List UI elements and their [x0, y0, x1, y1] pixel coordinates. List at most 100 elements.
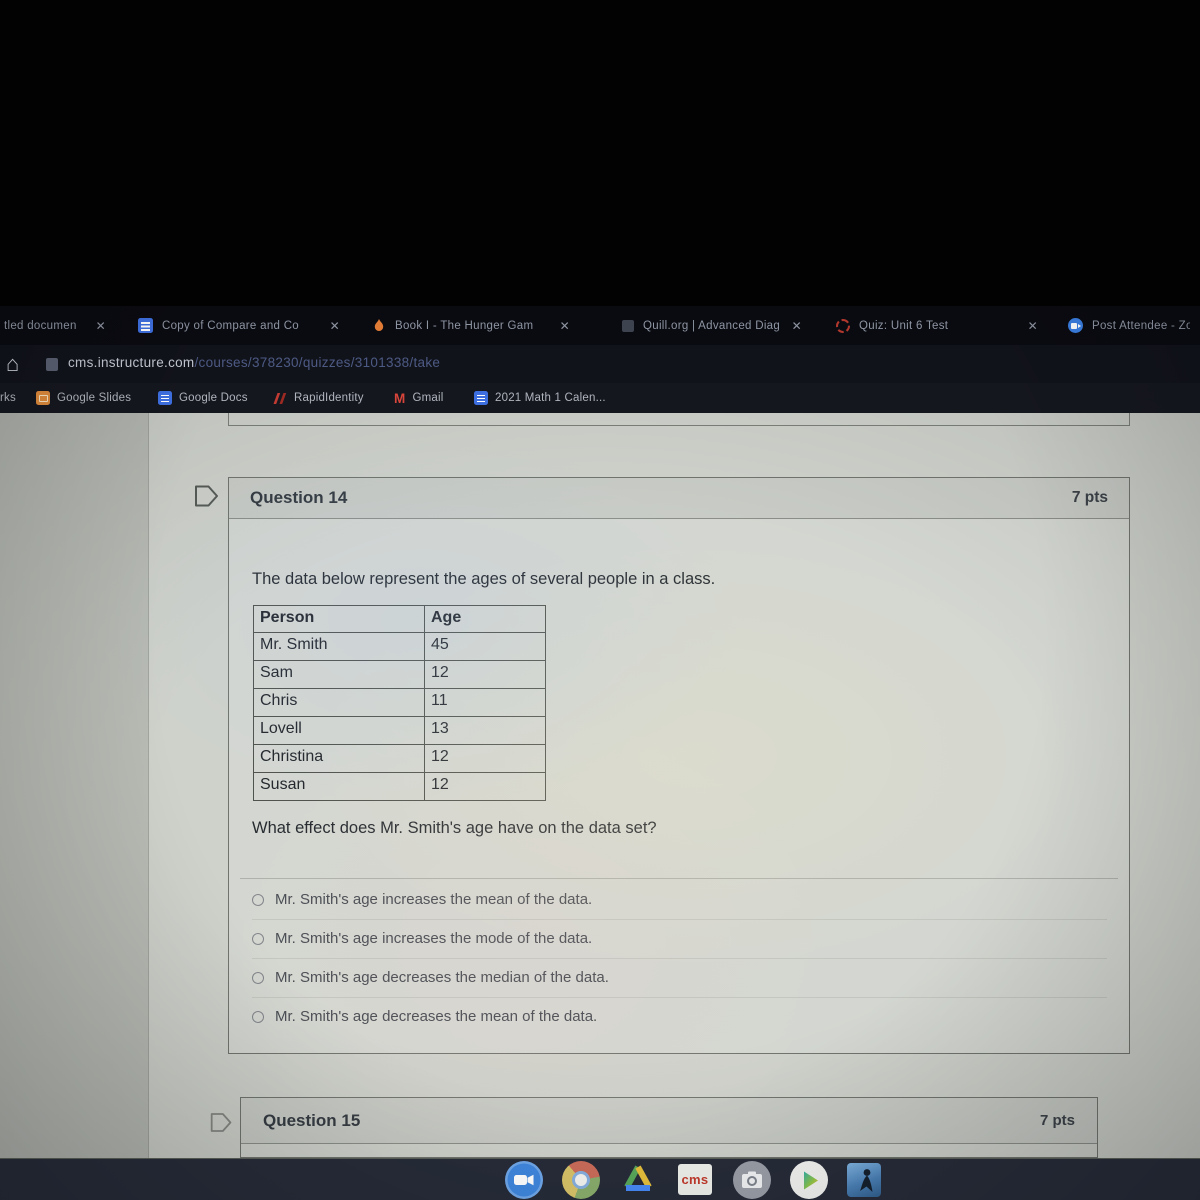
- radio-button[interactable]: [252, 1010, 264, 1023]
- question-title: Question 15: [263, 1110, 361, 1130]
- taskbar: cms: [0, 1158, 1200, 1200]
- question-title: Question 14: [250, 488, 348, 507]
- table-cell-age: 45: [425, 633, 546, 661]
- question-prompt: The data below represent the ages of sev…: [252, 570, 716, 588]
- chrome-app-icon[interactable]: [562, 1161, 600, 1199]
- camera-app-icon[interactable]: [733, 1161, 771, 1199]
- table-cell-age: 12: [425, 745, 546, 773]
- question-text: What effect does Mr. Smith's age have on…: [252, 819, 657, 837]
- bookmark-google-slides[interactable]: Google Slides: [36, 383, 131, 413]
- tab-close-icon[interactable]: ✕: [1027, 318, 1038, 333]
- options-divider: [240, 878, 1118, 879]
- answer-option-4[interactable]: Mr. Smith's age decreases the mean of th…: [252, 997, 1107, 1036]
- question-15-card: Question 15 7 pts: [240, 1097, 1098, 1158]
- tab-untitled-document[interactable]: tled documen ✕: [0, 306, 116, 345]
- home-icon[interactable]: ⌂: [6, 351, 20, 376]
- flag-question-icon[interactable]: [209, 1110, 234, 1135]
- bookmark-label: RapidIdentity: [294, 392, 364, 404]
- cms-app-icon[interactable]: cms: [676, 1161, 714, 1199]
- photo-thumbnail-icon[interactable]: [847, 1161, 885, 1199]
- tab-close-icon[interactable]: ✕: [329, 318, 340, 333]
- radio-button[interactable]: [252, 971, 264, 984]
- radio-button[interactable]: [252, 932, 264, 945]
- quiz-page: Question 14 7 pts The data below represe…: [0, 413, 1200, 1158]
- rapididentity-icon: [273, 392, 287, 404]
- table-cell-person: Sam: [254, 661, 425, 689]
- google-play-app-icon[interactable]: [790, 1161, 828, 1199]
- zoom-icon: [1068, 318, 1083, 333]
- bookmark-rapididentity[interactable]: RapidIdentity: [272, 383, 364, 413]
- google-slides-icon: [36, 391, 50, 405]
- flag-question-icon[interactable]: [193, 482, 221, 510]
- tab-copy-of-compare[interactable]: Copy of Compare and Co ✕: [128, 306, 350, 345]
- bookmark-math-calendar[interactable]: 2021 Math 1 Calen...: [474, 383, 606, 413]
- answer-option-label: Mr. Smith's age increases the mode of th…: [275, 930, 593, 947]
- table-cell-age: 13: [425, 717, 546, 745]
- zoom-app-icon[interactable]: [505, 1161, 543, 1199]
- answer-option-1[interactable]: Mr. Smith's age increases the mean of th…: [252, 880, 1107, 920]
- table-header-age: Age: [425, 606, 546, 633]
- tab-hunger-games[interactable]: Book I - The Hunger Gam ✕: [362, 306, 580, 345]
- bookmark-google-docs[interactable]: Google Docs: [158, 383, 248, 413]
- table-cell-person: Susan: [254, 773, 425, 801]
- previous-question-box-bottom: [228, 413, 1130, 426]
- table-header-person: Person: [254, 606, 425, 633]
- google-docs-icon: [158, 391, 172, 405]
- bookmark-gmail[interactable]: M Gmail: [394, 383, 443, 413]
- bookmark-label: Google Docs: [179, 392, 248, 404]
- radio-button[interactable]: [252, 893, 264, 906]
- question-points: 7 pts: [1039, 1112, 1075, 1129]
- url-field[interactable]: cms.instructure.com/courses/378230/quizz…: [68, 355, 440, 370]
- question-14-header: Question 14 7 pts: [229, 478, 1129, 519]
- table-cell-person: Chris: [254, 689, 425, 717]
- tab-close-icon[interactable]: ✕: [791, 318, 802, 333]
- question-points: 7 pts: [1071, 489, 1108, 506]
- answer-option-2[interactable]: Mr. Smith's age increases the mode of th…: [252, 919, 1107, 959]
- tab-close-icon[interactable]: ✕: [95, 318, 106, 333]
- google-play-icon: [804, 1171, 818, 1190]
- bookmark-label: rks: [0, 392, 16, 404]
- tab-close-icon[interactable]: ✕: [559, 318, 570, 333]
- answer-option-label: Mr. Smith's age decreases the mean of th…: [275, 1008, 598, 1025]
- cms-logo: cms: [678, 1164, 712, 1195]
- tab-label: tled documen: [4, 319, 77, 332]
- address-bar: ⌂ cms.instructure.com/courses/378230/qui…: [0, 345, 1200, 383]
- tab-quiz-unit6-test[interactable]: Quiz: Unit 6 Test ✕: [826, 306, 1048, 345]
- chrome-icon: [562, 1161, 600, 1199]
- favicon-placeholder-icon: [622, 319, 634, 332]
- table-cell-age: 12: [425, 773, 546, 801]
- tab-label: Book I - The Hunger Gam: [395, 319, 534, 332]
- tab-label: Quiz: Unit 6 Test: [859, 319, 949, 332]
- canvas-dashed-circle-icon: [836, 318, 850, 333]
- google-drive-icon: [624, 1165, 652, 1191]
- data-table: Person Age Mr. Smith 45 Sam 12 Chris 11 …: [253, 605, 546, 801]
- google-docs-icon: [474, 391, 488, 405]
- bookmark-label: Google Slides: [57, 392, 132, 404]
- browser-tab-strip: tled documen ✕ Copy of Compare and Co ✕ …: [0, 306, 1200, 345]
- tab-quill[interactable]: Quill.org | Advanced Diag ✕: [612, 306, 812, 345]
- camera-icon: [742, 1171, 762, 1188]
- table-cell-person: Mr. Smith: [254, 633, 425, 661]
- question-14-card: Question 14 7 pts The data below represe…: [228, 477, 1130, 1054]
- bookmark-label: 2021 Math 1 Calen...: [495, 392, 606, 404]
- url-path: /courses/378230/quizzes/3101338/take: [194, 355, 441, 370]
- bookmark-label: Gmail: [412, 392, 444, 404]
- page-info-icon[interactable]: [46, 358, 58, 371]
- tab-label: Copy of Compare and Co: [162, 319, 300, 332]
- gmail-icon: M: [394, 390, 406, 406]
- google-drive-app-icon[interactable]: [619, 1161, 657, 1199]
- table-cell-person: Lovell: [254, 717, 425, 745]
- answer-option-label: Mr. Smith's age decreases the median of …: [275, 969, 609, 986]
- url-host: cms.instructure.com: [68, 355, 195, 370]
- table-cell-person: Christina: [254, 745, 425, 773]
- person-silhouette-icon: [860, 1169, 873, 1192]
- tab-label: Quill.org | Advanced Diag: [643, 319, 781, 332]
- bookmarks-bar: rks Google Slides Google Docs RapidIdent…: [0, 383, 1200, 413]
- answer-option-3[interactable]: Mr. Smith's age decreases the median of …: [252, 958, 1107, 998]
- google-docs-icon: [138, 318, 153, 333]
- tab-label: Post Attendee - Zo: [1092, 319, 1190, 332]
- bookmark-partial[interactable]: rks: [0, 383, 16, 413]
- tab-zoom-attendee[interactable]: Post Attendee - Zo: [1058, 306, 1200, 345]
- app-dock: cms: [505, 1161, 885, 1199]
